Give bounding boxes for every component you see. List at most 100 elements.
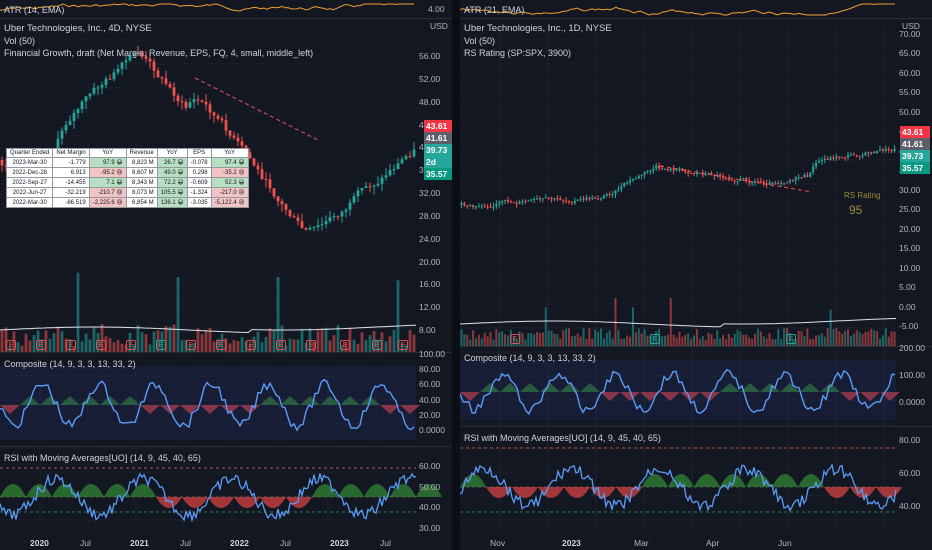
candle-body	[392, 168, 396, 171]
rsi-green-fill	[130, 484, 156, 497]
trendline	[194, 77, 319, 141]
candle-body	[515, 202, 518, 204]
right-vol-legend: Vol (50)	[464, 36, 496, 46]
rsi-red-fill	[234, 497, 260, 508]
volume-bar	[817, 335, 820, 346]
volume-bar	[224, 338, 228, 352]
left-composite-axis[interactable]: 100.00 80.00 60.00 40.00 20.00 0.0000	[416, 349, 452, 446]
earnings-badge-icon[interactable]: E	[398, 340, 408, 350]
candle-body	[200, 100, 204, 102]
candle-body	[736, 181, 739, 183]
earnings-badge-icon[interactable]: E	[650, 334, 660, 344]
volume-bar	[809, 339, 812, 346]
right-composite-axis[interactable]: 200.00 100.00 0.0000	[896, 343, 932, 426]
volume-bar	[474, 338, 478, 346]
right-price-tick: 10.00	[899, 262, 921, 273]
earnings-badge-icon[interactable]: E	[66, 340, 76, 350]
volume-bar	[384, 341, 388, 352]
volume-bar	[368, 335, 372, 352]
composite-green-fill	[800, 383, 820, 392]
earnings-badge-icon[interactable]: E	[216, 340, 226, 350]
composite-green-fill	[740, 383, 760, 392]
earnings-badge-icon[interactable]: E	[126, 340, 136, 350]
candle-body	[719, 174, 722, 177]
volume-bar	[565, 328, 568, 346]
candle-body	[116, 68, 120, 73]
earnings-badge-icon[interactable]: E	[96, 340, 106, 350]
earnings-badge-icon[interactable]: E	[156, 340, 166, 350]
earnings-badge-icon[interactable]: E	[306, 340, 316, 350]
left-price-tick: 12.00	[419, 302, 441, 313]
earnings-badge-icon[interactable]: E	[510, 334, 520, 344]
right-price-tick: 50.00	[899, 106, 921, 117]
volume-bar	[765, 338, 768, 346]
composite-red-fill	[400, 405, 420, 414]
rsi-green-fill	[312, 484, 338, 497]
rs-rating-label: RS Rating	[844, 191, 881, 200]
volume-bar	[236, 340, 240, 352]
volume-bar	[620, 339, 623, 346]
earnings-badge-icon[interactable]: E	[246, 340, 256, 350]
candle-body	[629, 180, 632, 183]
earnings-badge-icon[interactable]: E	[786, 334, 796, 344]
left-composite-tick: 0.0000	[419, 425, 445, 435]
composite-green-fill	[280, 396, 300, 405]
right-chart[interactable]: ATR (21, EMA) Uber Technologies, Inc., 1…	[460, 0, 932, 550]
candle-body	[637, 175, 640, 179]
left-price-tick: 56.00	[419, 51, 441, 61]
volume-bar	[100, 324, 104, 352]
right-chart-canvas	[460, 3, 932, 532]
composite-green-fill	[820, 383, 840, 392]
right-time-axis[interactable]: Nov 2023 Mar Apr Jun	[460, 532, 896, 550]
earnings-badge-icon[interactable]: E	[372, 340, 382, 350]
candle-body	[120, 62, 124, 69]
volume-bar	[582, 328, 585, 346]
volume-bar	[483, 332, 486, 346]
candle-body	[527, 200, 530, 202]
candle-body	[588, 197, 591, 200]
candle-body	[794, 177, 797, 181]
rsi-green-fill	[720, 474, 746, 487]
volume-bar	[312, 341, 316, 352]
earnings-badge-icon[interactable]: E	[186, 340, 196, 350]
earnings-badge-icon[interactable]: E	[276, 340, 286, 350]
volume-bar	[844, 330, 847, 346]
volume-bar	[324, 327, 328, 352]
volume-bar	[469, 339, 472, 346]
volume-bar	[695, 328, 698, 346]
volume-bar	[88, 339, 92, 352]
candle-body	[492, 206, 495, 208]
volume-bar	[536, 331, 539, 346]
chart-divider[interactable]	[452, 0, 460, 550]
composite-green-fill	[340, 396, 360, 405]
candle-body	[774, 183, 777, 185]
volume-bar	[40, 339, 44, 352]
right-rs-legend: RS Rating (SP:SPX, 3900)	[464, 48, 572, 58]
candle-body	[538, 198, 541, 200]
rsi-red-fill	[512, 487, 538, 498]
composite-line	[0, 378, 415, 432]
table-cell: -14.455	[52, 177, 90, 188]
left-chart[interactable]: ATR (14, EMA) 4.00 Uber Technologies, In…	[0, 0, 452, 550]
composite-green-fill	[500, 383, 520, 392]
volume-bar	[48, 338, 52, 352]
left-rsi-axis[interactable]: 60.00 50.00 40.00 30.00	[416, 448, 452, 533]
volume-bar	[567, 328, 571, 346]
left-time-axis[interactable]: 2020 Jul 2021 Jul 2022 Jul 2023 Jul	[0, 532, 416, 550]
candle-body	[228, 130, 232, 136]
earnings-badge-icon[interactable]: E	[340, 340, 350, 350]
candle-body	[585, 197, 588, 200]
volume-bar	[826, 328, 829, 346]
right-composite-tick: 200.00	[899, 343, 925, 353]
volume-bar	[144, 334, 148, 352]
volume-bar	[722, 335, 725, 346]
candle-body	[838, 156, 841, 158]
volume-bar	[669, 298, 672, 346]
right-rsi-axis[interactable]: 80.00 60.00 40.00	[896, 428, 932, 532]
candle-body	[617, 189, 620, 191]
earnings-badge-icon[interactable]: E	[6, 340, 16, 350]
volume-bar	[611, 338, 614, 346]
earnings-badge-icon[interactable]: E	[36, 340, 46, 350]
volume-bar	[296, 339, 300, 352]
candle-body	[570, 202, 573, 204]
